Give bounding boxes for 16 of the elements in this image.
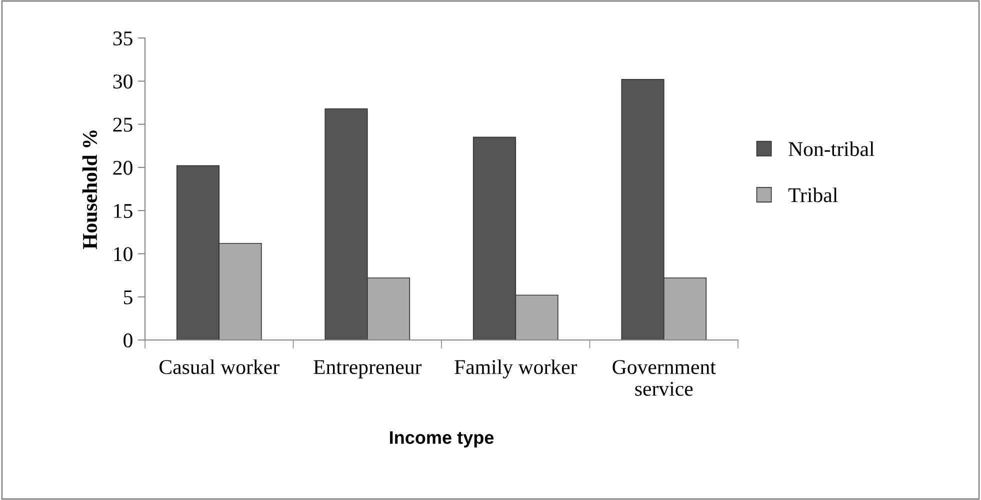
x-tick-label: Family worker [454,359,578,378]
y-tick-label: 10 [114,247,132,262]
y-tick-label: 15 [114,204,132,218]
y-tick-label: 35 [113,31,132,46]
x-tick-label: Entrepreneur [314,360,422,378]
legend-label: Non-tribal [788,141,874,156]
y-tick-label: 30 [113,74,132,89]
y-tick-label: 5 [124,290,132,304]
y-tick-label: 25 [113,118,132,132]
x-tick-label: Casual worker [160,359,280,374]
y-axis-title: Household % [82,130,98,250]
x-tick-label: Government service [612,360,716,396]
x-axis-title: Income type [390,431,494,448]
legend-label: Tribal [788,188,838,202]
y-tick-label: 0 [124,333,132,348]
y-tick-label: 20 [113,160,132,175]
